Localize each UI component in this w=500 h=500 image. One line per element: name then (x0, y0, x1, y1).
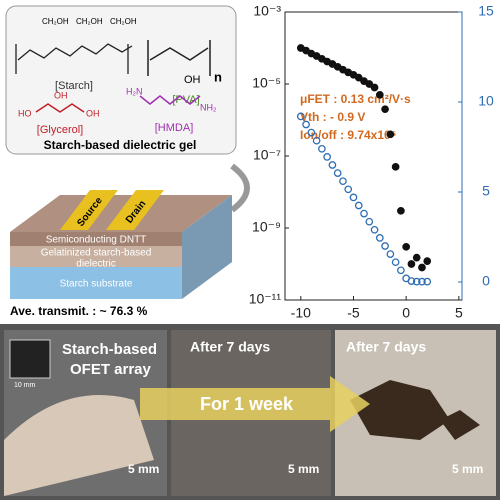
point (391, 258, 400, 267)
y2-tick-label: 0 (482, 273, 490, 289)
scale-label: 10 mm (14, 382, 36, 389)
label: [Glycerol] (37, 124, 83, 136)
electrode (60, 190, 118, 230)
label: [Starch] (55, 80, 93, 92)
schematic-box (5, 5, 237, 155)
side (182, 195, 232, 299)
point (423, 277, 432, 286)
group: CH₂OH (110, 17, 137, 26)
photo-label: After 7 days (190, 339, 270, 355)
point (407, 260, 416, 268)
group: H₂N (126, 86, 143, 96)
point (370, 83, 379, 92)
dntt-front (10, 232, 182, 246)
photo-label: After 7 days (346, 339, 426, 355)
point (365, 217, 374, 226)
arrow (230, 163, 250, 213)
pva-structure (147, 40, 211, 76)
layer-label: Semiconducting DNTT (46, 235, 147, 246)
point (391, 162, 400, 171)
glycerol-structure (35, 103, 85, 113)
photo-detail (4, 395, 154, 496)
point (370, 225, 379, 234)
point (360, 209, 368, 218)
point (307, 128, 316, 137)
transmittance: Ave. transmit. : ~ 76.3 % (10, 304, 148, 318)
point (381, 242, 389, 250)
annotation: Vth : - 0.9 V (300, 110, 365, 124)
x-tick-label: 5 (455, 305, 463, 321)
arrow-label: For 1 week (200, 394, 294, 414)
point (339, 177, 347, 186)
layer-label: Starch substrate (60, 279, 133, 290)
group: OH (54, 90, 68, 100)
point (386, 130, 395, 139)
group: OH (86, 108, 100, 118)
point (418, 277, 426, 286)
substrate-front (10, 265, 182, 299)
point (423, 257, 432, 265)
layer-label: Gelatinized starch-based (41, 248, 152, 259)
x-tick-label: -5 (347, 305, 360, 321)
point (349, 193, 358, 202)
x-tick-label: -10 (291, 305, 311, 321)
group: n (214, 69, 222, 84)
point (407, 277, 416, 285)
y2-tick-label: 10 (478, 93, 494, 109)
photo-label: OFET array (70, 361, 152, 378)
point (354, 201, 363, 210)
point (344, 185, 353, 194)
annotation: μFET : 0.13 cm²/V·s (300, 92, 411, 106)
point (397, 206, 405, 215)
group: OH (184, 74, 201, 86)
y-tick-label: 10⁻⁷ (253, 147, 281, 163)
point (354, 73, 363, 82)
group: CH₂OH (42, 17, 69, 26)
group: HO (18, 108, 32, 118)
y-tick-label: 10⁻⁹ (252, 219, 281, 235)
y-tick-label: 10⁻¹¹ (249, 291, 282, 307)
point (318, 144, 326, 153)
point (333, 169, 342, 177)
scale-label: 5 mm (452, 462, 483, 476)
point (412, 277, 421, 286)
photo-detail (350, 380, 480, 440)
group: CH₂OH (76, 17, 103, 26)
y-tick-label: 10⁻⁵ (252, 75, 281, 91)
dielectric-front (10, 245, 182, 267)
point (402, 242, 411, 251)
inset (9, 339, 51, 379)
point (386, 250, 395, 258)
scale-label: 5 mm (288, 462, 319, 476)
point (323, 153, 331, 161)
annotation: Ion/off : 9.74x10⁵ (300, 128, 396, 142)
group: NH₂ (200, 102, 217, 112)
point (397, 266, 405, 275)
y2-tick-label: 15 (478, 3, 494, 19)
photo-label: Starch-based (62, 341, 157, 358)
label: [HMDA] (155, 122, 194, 134)
y2-tick-label: 5 (482, 183, 490, 199)
caption: Starch-based dielectric gel (44, 138, 197, 152)
point (375, 90, 384, 99)
point (328, 161, 337, 169)
point (312, 136, 321, 145)
y-tick-label: 10⁻³ (253, 3, 281, 19)
point (365, 80, 374, 88)
point (381, 105, 389, 114)
electrode (106, 190, 164, 230)
hmda-structure (139, 95, 201, 105)
starch-structure (17, 43, 133, 61)
point (302, 120, 310, 129)
bracket (15, 44, 129, 74)
layer-label: dielectric (76, 259, 115, 270)
point (296, 112, 305, 121)
x-tick-label: 0 (402, 305, 410, 321)
point (412, 253, 421, 262)
scale-label: 5 mm (128, 462, 159, 476)
arrow (140, 376, 370, 432)
point (375, 234, 384, 242)
point (418, 263, 426, 272)
